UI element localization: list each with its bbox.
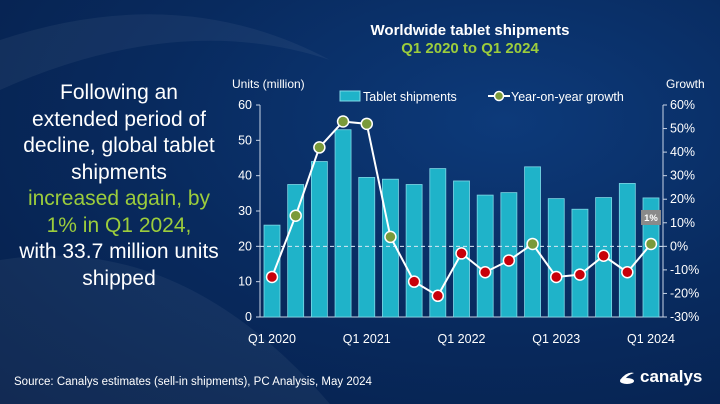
bar-q4-2021	[429, 168, 447, 318]
growth-point-q1-2023	[550, 270, 563, 284]
headline: Following an extended period of decline,…	[14, 80, 224, 292]
y2-tick-label: 20%	[670, 192, 695, 206]
bar-q3-2021	[405, 184, 423, 318]
y2-tick-label: -20%	[670, 286, 699, 300]
legend-label-line: Year-on-year growth	[511, 90, 624, 104]
bar-q1-2024	[642, 197, 660, 318]
chart-subtitle: Q1 2020 to Q1 2024	[401, 40, 539, 57]
growth-point-q4-2020	[336, 115, 350, 128]
bar-q1-2021	[358, 177, 376, 318]
y-tick-label: 40	[238, 169, 252, 183]
logo-icon	[620, 372, 634, 384]
headline-text: Following an extended period of decline,…	[23, 81, 215, 184]
y-axis-label: Units (million)	[232, 77, 305, 91]
growth-point-q2-2023	[573, 268, 587, 281]
y-tick-label: 20	[238, 239, 252, 253]
legend-label-bars: Tablet shipments	[363, 90, 457, 104]
headline-text-2: with 33.7 million units shipped	[19, 240, 219, 290]
growth-point-q4-2021	[431, 289, 445, 303]
y2-tick-label: 30%	[670, 169, 695, 183]
growth-point-q1-2022	[455, 247, 468, 260]
growth-point-q4-2022	[526, 237, 539, 251]
bar-q2-2023	[571, 208, 589, 318]
bar-q2-2022	[476, 194, 494, 318]
y2-tick-label: 60%	[670, 98, 695, 112]
growth-point-q4-2023	[621, 265, 634, 279]
growth-point-q3-2021	[407, 275, 421, 288]
y-tick-label: 50	[238, 133, 252, 147]
headline-highlight: increased again, by 1% in Q1 2024,	[27, 187, 211, 237]
x-tick-label: Q1 2020	[248, 332, 296, 346]
y-tick-label: 30	[238, 204, 252, 218]
chart-title: Worldwide tablet shipments	[370, 22, 570, 39]
canalys-logo: canalys	[618, 367, 702, 387]
source-note: Source: Canalys estimates (sell-in shipm…	[14, 376, 372, 388]
background-swoosh	[0, 14, 330, 90]
y2-tick-label: 0%	[670, 239, 688, 253]
growth-point-q2-2020	[289, 209, 302, 222]
growth-point-q3-2022	[502, 254, 516, 267]
x-tick-label: Q1 2022	[438, 332, 486, 346]
y-tick-label: 0	[245, 310, 252, 324]
bar-q1-2023	[547, 198, 565, 318]
bar-q3-2020	[310, 161, 328, 318]
background-swoosh	[0, 255, 330, 404]
growth-point-q1-2024	[644, 237, 658, 251]
growth-point-q2-2021	[384, 230, 397, 244]
x-tick-label: Q1 2023	[532, 332, 580, 346]
legend-swatch-marker	[493, 90, 505, 102]
growth-point-q1-2020	[265, 270, 279, 284]
growth-point-q1-2021	[360, 117, 373, 131]
x-tick-label: Q1 2021	[343, 332, 391, 346]
y2-tick-label: 10%	[670, 216, 695, 230]
y2-tick-label: -30%	[670, 310, 699, 324]
bar-q4-2020	[334, 129, 352, 318]
growth-point-q3-2023	[597, 249, 610, 263]
growth-point-q2-2022	[478, 265, 492, 279]
y2-tick-label: -10%	[670, 263, 699, 277]
annotation-label: 1%	[644, 213, 658, 224]
y-tick-label: 60	[238, 98, 252, 112]
bar-q4-2023	[618, 183, 636, 318]
legend-swatch-bars	[339, 90, 361, 102]
y-tick-label: 10	[238, 275, 252, 289]
growth-point-q3-2020	[313, 141, 326, 154]
annotation-box	[641, 209, 661, 225]
bar-q2-2020	[287, 184, 305, 318]
y2-tick-label: 50%	[670, 122, 695, 136]
logo-text: canalys	[640, 367, 703, 386]
y2-tick-label: 40%	[670, 145, 695, 159]
y2-axis-label: Growth	[666, 77, 705, 91]
x-tick-label: Q1 2024	[627, 332, 675, 346]
